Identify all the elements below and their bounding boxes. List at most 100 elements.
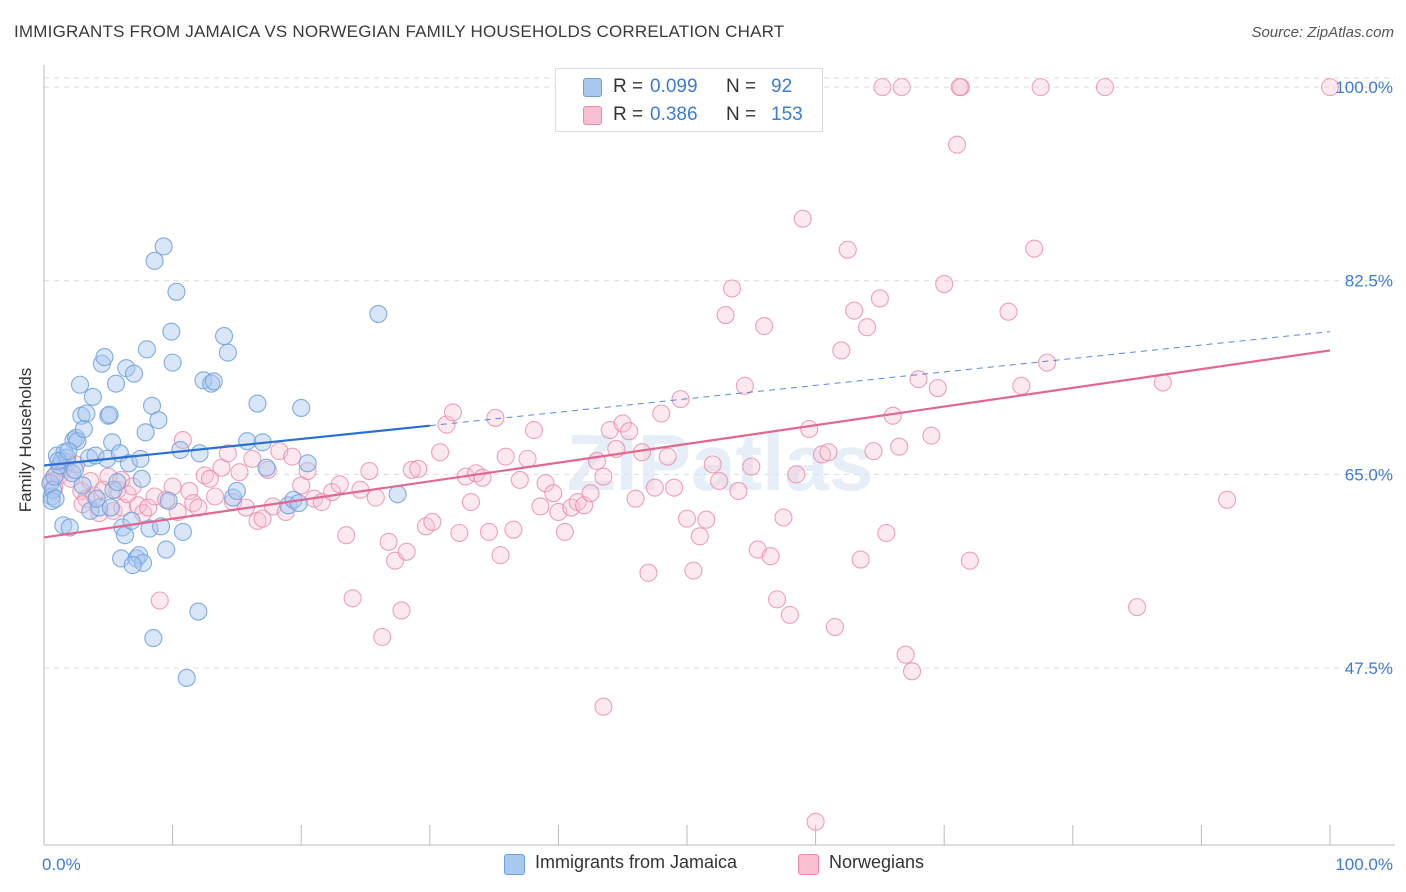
norwegians-point: [195, 466, 214, 485]
legend-swatch-norwegians: [583, 106, 602, 125]
axes: [43, 65, 1395, 846]
jamaica-point: [70, 375, 90, 394]
legend-row-jamaica: R = 0.099 N = 92: [556, 73, 822, 101]
norwegians-point: [163, 477, 182, 496]
jamaica-point: [124, 364, 144, 383]
norwegians-point: [1320, 78, 1340, 97]
norwegians-point: [761, 547, 780, 566]
jamaica-point: [137, 340, 156, 359]
norwegians-point: [742, 457, 761, 476]
norwegians-point: [594, 467, 613, 486]
norwegians-point: [491, 546, 510, 565]
norwegians-point: [960, 551, 979, 570]
norwegians-point: [892, 78, 911, 97]
norwegians-point: [639, 563, 658, 582]
norwegians-point: [409, 459, 428, 478]
norwegians-point: [703, 455, 722, 474]
norwegians-point: [896, 645, 915, 664]
jamaica-point: [173, 522, 192, 541]
norwegians-point: [402, 460, 421, 479]
jamaica-point: [59, 442, 78, 461]
legend-n-value: 92: [771, 76, 793, 97]
norwegians-point: [1128, 598, 1147, 617]
norwegians-point: [684, 561, 703, 580]
jamaica-point: [167, 282, 186, 301]
norwegians-point: [825, 617, 844, 637]
jamaica-point: [122, 511, 141, 530]
norwegians-point: [857, 318, 877, 337]
jamaica-point: [100, 405, 119, 424]
norwegians-point: [343, 589, 362, 608]
legend-r-value: 0.099: [650, 76, 698, 97]
jamaica-point: [248, 394, 267, 413]
norwegians-point: [200, 469, 219, 488]
norwegians-point: [832, 341, 851, 360]
norwegians-point: [518, 449, 537, 468]
norwegians-point: [544, 484, 563, 503]
y-tick-label: 65.0%: [1345, 465, 1393, 484]
bottom-legend-label-jamaica: Immigrants from Jamaica: [535, 852, 738, 872]
norwegians-point: [536, 474, 555, 493]
norwegians-point: [1012, 376, 1031, 395]
norwegians-point: [330, 475, 349, 494]
y-tick-label: 47.5%: [1345, 659, 1393, 678]
y-tick-label: 82.5%: [1345, 272, 1393, 291]
y-tick-label: 100.0%: [1335, 78, 1393, 97]
jamaica-point: [99, 406, 118, 425]
norwegians-point: [690, 527, 709, 546]
norwegians-point: [392, 601, 411, 620]
norwegians-point: [253, 509, 272, 528]
norwegians-point: [205, 487, 225, 506]
jamaica-point: [119, 454, 138, 473]
norwegians-point: [838, 240, 857, 259]
jamaica-point: [73, 476, 92, 495]
norwegians-point: [890, 437, 909, 456]
norwegians-point: [524, 421, 544, 440]
jamaica-point: [132, 469, 151, 488]
norwegians-point: [230, 463, 249, 482]
norwegians-point: [1031, 78, 1050, 97]
norwegians-point: [755, 317, 774, 336]
x-tick-label: 0.0%: [42, 855, 81, 874]
norwegians-point: [710, 471, 729, 491]
legend-r-label: R =: [613, 104, 644, 125]
norwegians-point: [928, 379, 947, 398]
norwegians-point: [620, 422, 639, 441]
norwegians-point: [479, 522, 499, 541]
norwegians-point: [379, 532, 398, 551]
bottom-legend-swatch-jamaica: [504, 854, 525, 875]
norwegians-point: [431, 443, 450, 462]
norwegians-point: [697, 510, 716, 529]
jamaica-point: [162, 322, 181, 341]
norwegians-point: [423, 512, 442, 531]
legend-r-label: R =: [613, 76, 644, 97]
norwegians-point: [806, 812, 825, 831]
norwegians-point: [337, 526, 356, 545]
norwegians-point: [722, 279, 742, 298]
jamaica-point: [123, 556, 142, 575]
jamaica-point: [163, 353, 182, 372]
norwegians-point: [450, 523, 469, 543]
norwegians-point: [496, 447, 515, 466]
jamaica-point: [101, 498, 120, 517]
jamaica-point: [131, 449, 150, 468]
jamaica-point: [214, 327, 234, 346]
norwegians-point: [486, 408, 505, 427]
norwegians-point: [922, 426, 941, 445]
jamaica-point: [218, 343, 237, 362]
legend-r-value: 0.386: [650, 104, 698, 125]
jamaica-point: [190, 444, 209, 463]
norwegians-point: [1218, 490, 1237, 509]
jamaica-point: [83, 387, 102, 406]
norwegians-point: [366, 488, 385, 507]
jamaica-point: [238, 432, 257, 451]
chart-title: IMMIGRANTS FROM JAMAICA VS NORWEGIAN FAM…: [14, 22, 785, 41]
jamaica-point: [189, 602, 208, 621]
norwegians-point: [800, 419, 819, 439]
stats-legend: R = 0.099 N = 92 R = 0.386 N = 153: [555, 68, 823, 132]
jamaica-point: [77, 404, 96, 423]
jamaica-point: [87, 489, 106, 508]
trend-lines: [43, 331, 1331, 539]
norwegians-point: [935, 275, 954, 294]
x-tick-label: 100.0%: [1335, 855, 1393, 874]
